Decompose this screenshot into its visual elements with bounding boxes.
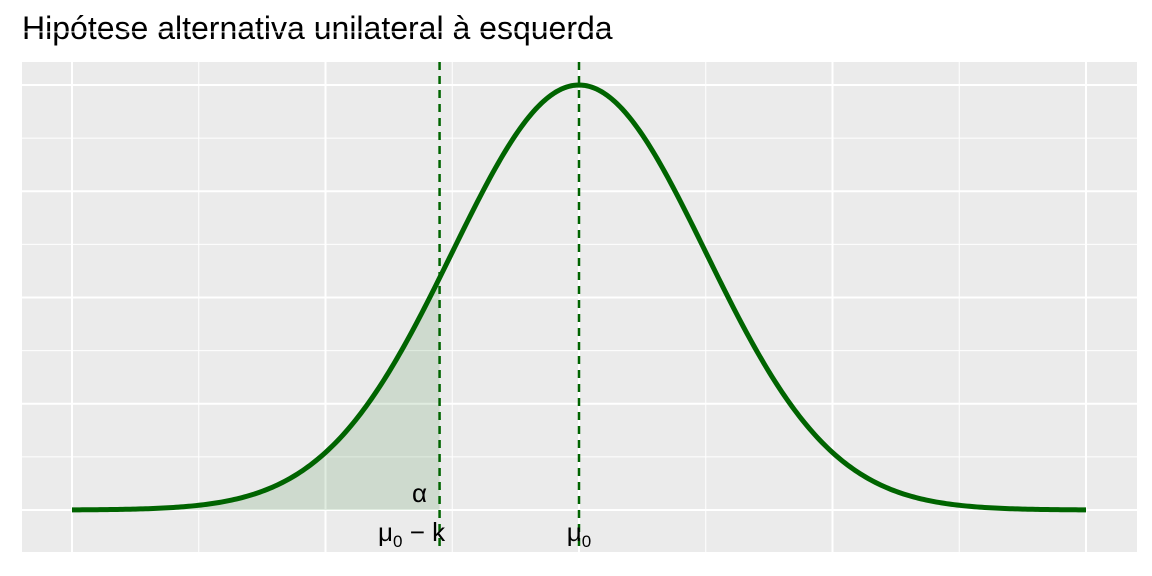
critical-value-label: μ0 − k <box>378 517 446 551</box>
alpha-label: α <box>412 478 427 508</box>
alpha-shaded-region <box>72 277 440 510</box>
chart-title: Hipótese alternativa unilateral à esquer… <box>22 10 613 46</box>
density-curve <box>71 82 1087 513</box>
